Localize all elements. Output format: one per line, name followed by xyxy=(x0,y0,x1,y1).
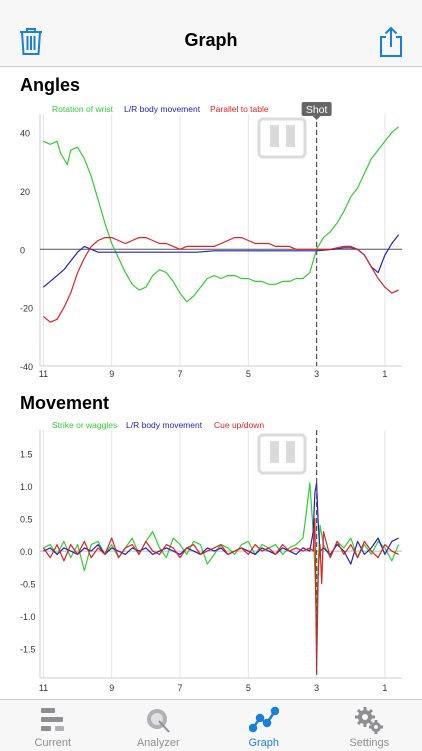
tab-analyzer[interactable]: Analyzer xyxy=(106,700,212,751)
x-tick-label: 5 xyxy=(246,369,251,379)
share-icon xyxy=(378,26,404,58)
legend-entry: L/R body movement xyxy=(124,104,201,114)
y-tick-label: 40 xyxy=(20,129,30,139)
page-title: Graph xyxy=(0,30,422,51)
y-tick-label: 0.0 xyxy=(20,547,33,557)
x-tick-label: 1 xyxy=(382,683,387,693)
x-tick-label: 7 xyxy=(178,369,183,379)
tab-graph-label: Graph xyxy=(211,737,317,749)
y-tick-label: 1.5 xyxy=(20,450,33,460)
y-tick-label: 0 xyxy=(20,245,25,255)
shot-marker-label[interactable]: Shot xyxy=(302,102,332,120)
y-tick-label: -1.0 xyxy=(20,612,36,622)
legend-entry: Rotation of wrist xyxy=(52,104,114,114)
pause-icon[interactable] xyxy=(259,119,305,157)
share-button[interactable] xyxy=(378,26,408,58)
tab-analyzer-label: Analyzer xyxy=(106,737,212,749)
tab-settings[interactable]: Settings xyxy=(317,700,422,751)
x-tick-label: 11 xyxy=(39,369,48,379)
series-line-1 xyxy=(43,127,398,302)
svg-text:Shot: Shot xyxy=(306,104,328,116)
timeline-icon xyxy=(38,706,68,734)
graph-icon xyxy=(249,706,279,734)
pause-icon[interactable] xyxy=(259,435,305,473)
x-tick-label: 5 xyxy=(246,683,251,693)
tab-current[interactable]: Current xyxy=(0,700,106,751)
legend-entry: L/R body movement xyxy=(126,420,203,430)
y-tick-label: -0.5 xyxy=(20,580,36,590)
x-tick-label: 7 xyxy=(178,683,183,693)
tab-current-label: Current xyxy=(0,737,106,749)
navigation-bar: Graph xyxy=(0,0,422,67)
legend-entry: Parallel to table xyxy=(210,104,269,114)
series-line-2 xyxy=(43,235,398,288)
x-tick-label: 9 xyxy=(109,369,114,379)
tab-settings-label: Settings xyxy=(317,737,422,749)
movement-title: Movement xyxy=(20,393,109,414)
gears-icon xyxy=(354,706,384,734)
tab-graph[interactable]: Graph xyxy=(211,700,317,751)
movement-chart[interactable]: 1.5 1.0 0.5 0.0 -0.5 -1.0 -1.5 11 9 7 5 3 1 Strike or… xyxy=(0,416,422,696)
y-tick-label: -20 xyxy=(20,304,33,314)
tab-bar: Current Analyzer Graph xyxy=(0,699,422,751)
x-tick-label: 9 xyxy=(109,683,114,693)
x-tick-label: 1 xyxy=(382,369,387,379)
legend-entry: Strike or waggles xyxy=(52,420,117,430)
x-tick-label: 11 xyxy=(39,683,48,693)
legend-entry: Cue up/down xyxy=(214,420,264,430)
y-tick-label: 0.5 xyxy=(20,515,33,525)
y-tick-label: -40 xyxy=(20,362,33,372)
angles-chart[interactable]: 40 20 0 -20 -40 11 9 7 5 3 1 Rotation of wrist L/R b… xyxy=(0,98,422,383)
y-tick-label: 1.0 xyxy=(20,482,33,492)
x-tick-label: 3 xyxy=(314,683,319,693)
y-tick-label: -1.5 xyxy=(20,645,36,655)
x-tick-label: 3 xyxy=(314,369,319,379)
angles-title: Angles xyxy=(20,75,80,96)
y-tick-label: 20 xyxy=(20,187,30,197)
analyzer-icon xyxy=(143,706,173,734)
